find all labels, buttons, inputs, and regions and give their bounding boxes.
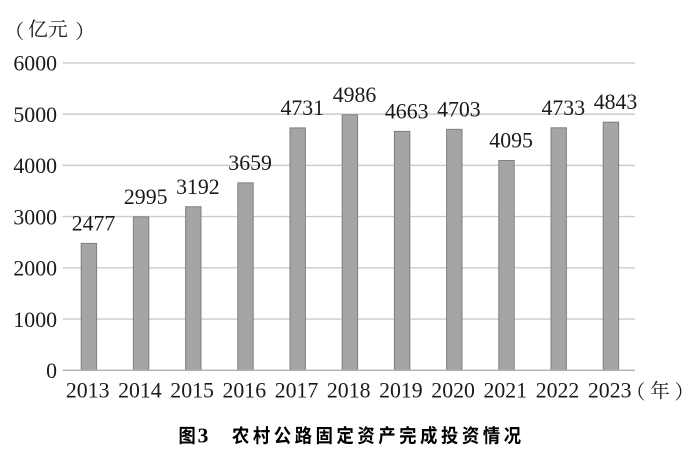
- svg-text:4731: 4731: [281, 96, 325, 120]
- svg-text:2018: 2018: [327, 378, 371, 402]
- svg-text:6000: 6000: [13, 52, 57, 76]
- svg-text:2021: 2021: [484, 378, 528, 402]
- svg-text:3000: 3000: [13, 205, 57, 229]
- svg-text:4095: 4095: [489, 129, 533, 153]
- svg-text:2995: 2995: [124, 185, 168, 209]
- svg-text:0: 0: [46, 359, 57, 383]
- svg-text:2013: 2013: [66, 378, 110, 402]
- svg-text:4986: 4986: [333, 83, 377, 107]
- svg-text:4843: 4843: [594, 90, 638, 114]
- svg-text:4703: 4703: [437, 97, 481, 121]
- svg-text:2017: 2017: [275, 378, 319, 402]
- svg-text:4663: 4663: [385, 99, 429, 123]
- svg-text:2000: 2000: [13, 257, 57, 281]
- svg-text:2015: 2015: [170, 378, 214, 402]
- svg-text:4733: 4733: [542, 96, 586, 120]
- svg-text:5000: 5000: [13, 103, 57, 127]
- svg-text:3: 3: [198, 424, 209, 448]
- svg-text:2019: 2019: [379, 378, 423, 402]
- svg-text:3192: 3192: [176, 175, 220, 199]
- svg-text:2022: 2022: [536, 378, 580, 402]
- svg-text:2477: 2477: [72, 211, 116, 235]
- svg-text:2020: 2020: [431, 378, 475, 402]
- svg-text:3659: 3659: [228, 151, 272, 175]
- svg-text:2016: 2016: [223, 378, 267, 402]
- svg-text:4000: 4000: [13, 154, 57, 178]
- svg-text:2023: 2023: [588, 378, 632, 402]
- svg-text:1000: 1000: [13, 308, 57, 332]
- svg-text:2014: 2014: [118, 378, 162, 402]
